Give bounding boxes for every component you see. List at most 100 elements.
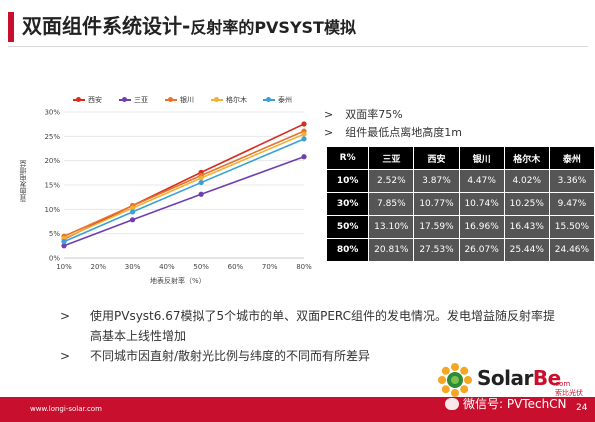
table-cell: 3.87% (413, 169, 460, 193)
x-tick-label: 30% (125, 263, 141, 271)
data-point (198, 191, 204, 197)
line-chart: 0% 5% 10% 15% 20% 25% 30% 10% 20% 30% 40% 50% 60% 70%… (26, 92, 326, 288)
table-cell: 16.43% (503, 215, 550, 239)
y-tick-label: 30% (44, 109, 60, 117)
series-line (63, 138, 305, 243)
table-header: 银川 (458, 146, 505, 170)
data-point (129, 205, 136, 211)
table-row-label: 10% (325, 169, 370, 193)
legend-label: 银川 (180, 96, 194, 104)
x-tick-label: 50% (193, 263, 209, 271)
data-point (61, 239, 67, 245)
chart-legend: 西安 三亚 银川 格尔木 泰州 (73, 95, 323, 109)
series-line (63, 130, 305, 237)
y-tick-label: 15% (44, 182, 60, 190)
bullet-text: 双面率75% (345, 108, 403, 121)
table-cell: 10.74% (458, 192, 505, 216)
note-arrow: > (60, 349, 71, 363)
bullet-item: > 组件最低点离地高度1m (324, 124, 462, 142)
sunflower-icon (438, 363, 472, 397)
table-cell: 26.07% (458, 238, 505, 262)
table-cell: 17.59% (413, 215, 460, 239)
note-item: > 使用PVsyst6.67模拟了5个城市的单、双面PERC组件的发电情况。发电增… (60, 306, 555, 326)
brand-text: SolarBe (477, 366, 561, 390)
title-accent-bar (8, 12, 14, 42)
chart-y-label: 背面发电增益 (19, 160, 27, 202)
legend-item: 泰州 (263, 95, 292, 105)
legend-item: 三亚 (119, 95, 148, 105)
table-row-label: 50% (325, 215, 370, 239)
page-number: 24 (576, 403, 588, 413)
data-point (301, 121, 307, 127)
table-cell: 2.52% (368, 169, 415, 193)
y-tick-label: 25% (44, 133, 60, 141)
note-text: 不同城市因直射/散射光比例与纬度的不同而有所差异 (90, 349, 371, 363)
table-cell: 24.46% (548, 238, 595, 262)
table-cell: 3.36% (548, 169, 595, 193)
note-continuation: 高基本上线性增加 (90, 329, 187, 343)
data-point (198, 179, 204, 186)
bullet-item: > 双面率75% (324, 106, 462, 124)
y-tick-label: 20% (44, 157, 60, 165)
legend-swatch (211, 97, 223, 102)
table-row: 80% 20.81% 27.53% 26.07% 25.44% 24.46% (325, 238, 595, 262)
legend-swatch (119, 97, 131, 102)
table-cell: 4.02% (503, 169, 550, 193)
title-sub: 反射率的PVSYST模拟 (190, 18, 356, 37)
series-line (63, 155, 305, 247)
y-tick-label: 5% (49, 230, 60, 238)
gain-table: R% 三亚 西安 银川 格尔木 泰州 10% 2.52% 3.87% 4.47%… (325, 146, 595, 262)
y-tick-label: 0% (49, 255, 60, 263)
table-cell: 20.81% (368, 238, 415, 262)
brand-solar: Solar (477, 366, 533, 390)
wechat-icon (445, 397, 459, 410)
note-item: > 不同城市因直射/散射光比例与纬度的不同而有所差异 (60, 346, 555, 366)
brand-cn: 索比光伏网 (555, 389, 583, 407)
footer-bar (0, 397, 595, 422)
data-point (301, 154, 307, 160)
bullet-list: > 双面率75% > 组件最低点离地高度1m (324, 106, 462, 142)
x-tick-label: 20% (91, 263, 107, 271)
table-header: 格尔木 (503, 146, 550, 170)
legend-label: 西安 (88, 96, 102, 104)
table-row: 10% 2.52% 3.87% 4.47% 4.02% 3.36% (325, 169, 595, 193)
data-point (301, 136, 307, 142)
data-point (198, 175, 204, 181)
x-tick-label: 80% (296, 263, 312, 271)
legend-swatch (73, 97, 85, 102)
table-cell: 16.96% (458, 215, 505, 239)
table-cell: 25.44% (503, 238, 550, 262)
table-cell: 4.47% (458, 169, 505, 193)
note-text: 使用PVsyst6.67模拟了5个城市的单、双面PERC组件的发电情况。发电增益… (90, 309, 556, 323)
brand-com: .com (553, 380, 571, 388)
notes-list: > 使用PVsyst6.67模拟了5个城市的单、双面PERC组件的发电情况。发电增… (60, 306, 555, 366)
data-point (129, 217, 136, 223)
legend-item: 格尔木 (211, 95, 247, 105)
table-row: 30% 7.85% 10.77% 10.74% 10.25% 9.47% (325, 192, 595, 216)
footer-url: www.longi-solar.com (30, 405, 102, 413)
bullet-arrow: > (324, 126, 334, 139)
table-header: 西安 (413, 146, 460, 170)
table-cell: 27.53% (413, 238, 460, 262)
table-row-label: 80% (325, 238, 370, 262)
data-point (61, 243, 67, 249)
legend-label: 格尔木 (226, 96, 247, 104)
legend-label: 三亚 (134, 96, 148, 104)
series-line (63, 123, 305, 240)
x-tick-label: 10% (56, 263, 72, 271)
x-tick-label: 60% (228, 263, 244, 271)
table-row: 50% 13.10% 17.59% 16.96% 16.43% 15.50% (325, 215, 595, 239)
wechat-text: 微信号: PVTechCN (463, 397, 567, 411)
legend-swatch (263, 97, 275, 102)
table-cell: 10.25% (503, 192, 550, 216)
table-header: 泰州 (548, 146, 595, 170)
x-tick-label: 40% (159, 263, 175, 271)
table-row-label: 30% (325, 192, 370, 216)
table-cell: 9.47% (548, 192, 595, 216)
legend-swatch (165, 97, 177, 102)
title-divider (8, 46, 588, 47)
table-cell: 10.77% (413, 192, 460, 216)
solarbe-logo: SolarBe .com 索比光伏网 (437, 358, 587, 418)
chart-svg: 0% 5% 10% 15% 20% 25% 30% 10% 20% 30% 40% 50% 60% 70%… (44, 109, 312, 272)
